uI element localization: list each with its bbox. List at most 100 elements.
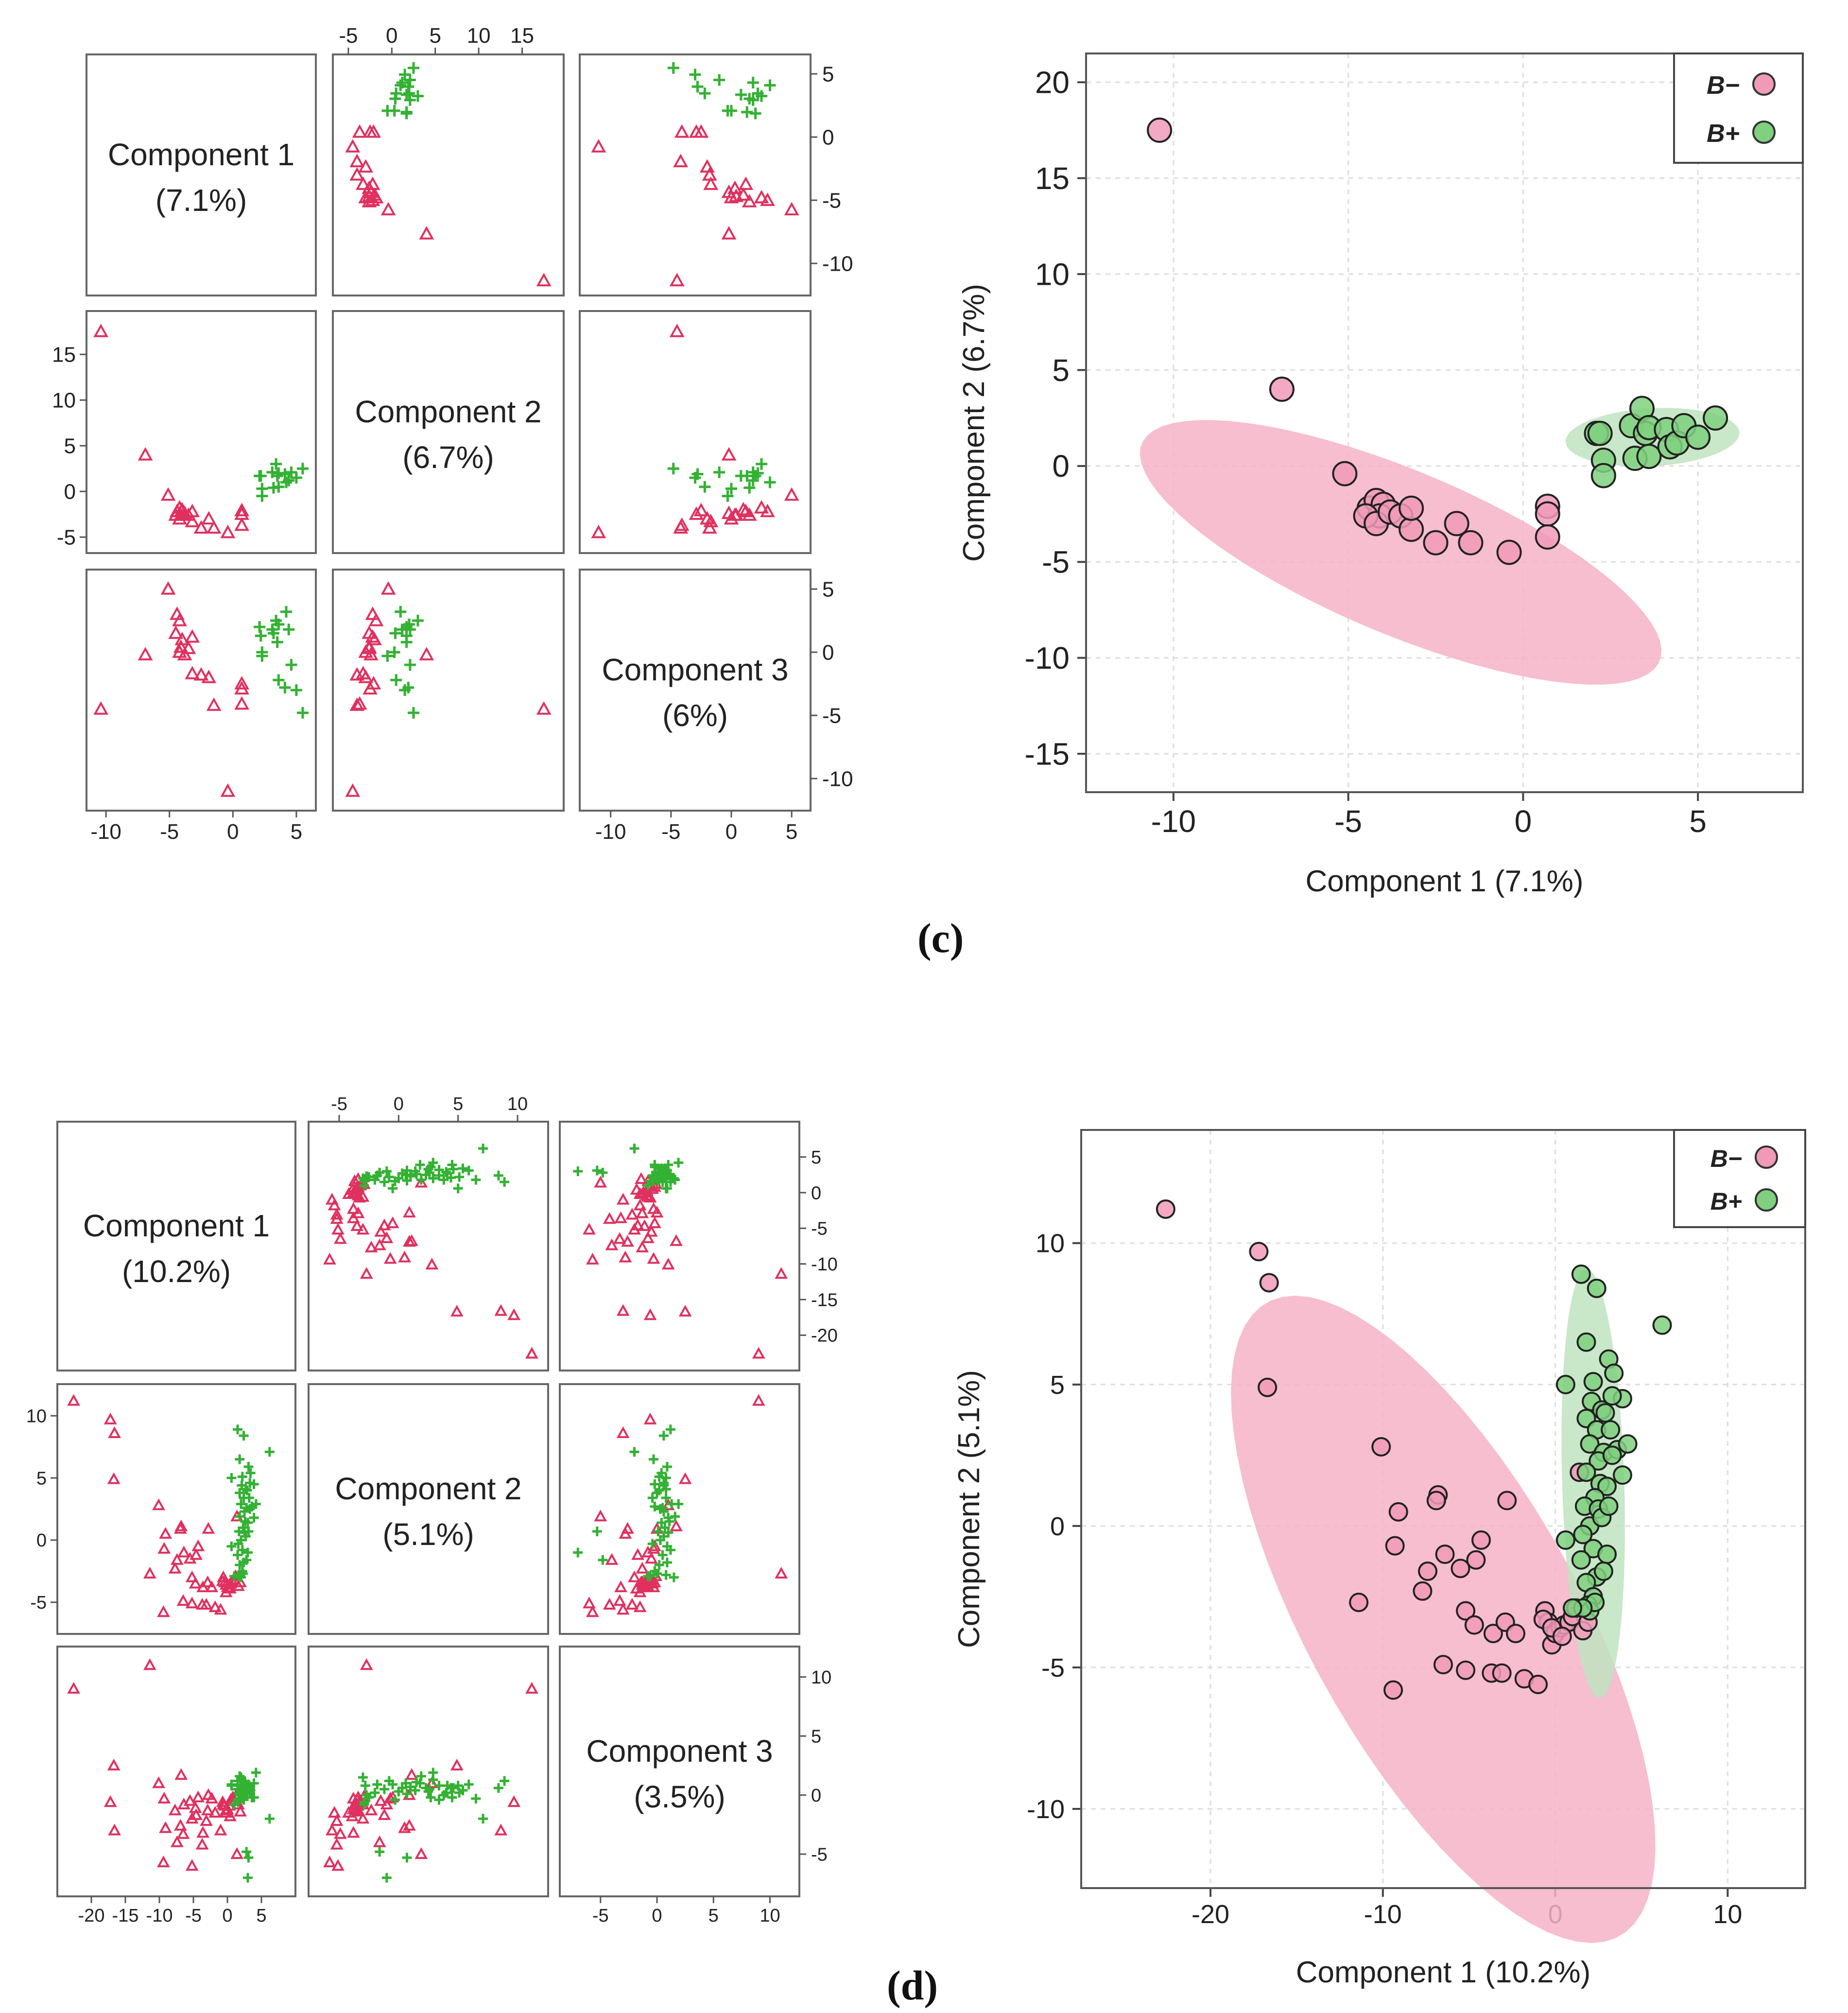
matrix-point-b-minus xyxy=(636,1562,649,1574)
matrix-point-b-minus xyxy=(363,681,378,694)
matrix-point-b-minus xyxy=(752,1347,765,1359)
matrix-point-b-plus xyxy=(471,1793,481,1804)
matrix-point-b-minus xyxy=(234,503,249,517)
matrix-point-b-minus xyxy=(661,1258,675,1270)
tick-label: 5 xyxy=(453,1094,463,1114)
matrix-point-b-minus xyxy=(202,1522,215,1534)
matrix-point-b-plus xyxy=(400,636,413,648)
matrix-point-b-minus xyxy=(352,124,367,138)
data-point-b-minus xyxy=(1388,1502,1408,1522)
matrix-point-b-plus xyxy=(235,1511,245,1522)
matrix-point-b-minus xyxy=(176,1827,190,1839)
matrix-point-b-plus xyxy=(713,466,725,478)
matrix-point-b-minus xyxy=(201,1804,214,1816)
data-point-b-minus xyxy=(1456,1601,1476,1621)
tick-label: 5 xyxy=(429,24,441,48)
matrix-point-b-minus xyxy=(383,1252,397,1264)
matrix-point-b-plus xyxy=(665,1424,675,1435)
matrix-point-b-minus xyxy=(703,176,719,190)
matrix-point-b-plus xyxy=(643,1180,653,1191)
matrix-point-b-minus xyxy=(360,1267,373,1279)
component-label: Component 3 xyxy=(586,1734,773,1769)
matrix-point-b-minus xyxy=(159,1821,172,1833)
data-point-b-plus xyxy=(1593,1562,1613,1581)
matrix-point-b-minus xyxy=(348,1174,362,1186)
matrix-point-b-minus xyxy=(364,1804,378,1816)
matrix-cell xyxy=(308,1383,549,1635)
matrix-point-b-minus xyxy=(365,629,380,643)
matrix-point-b-minus xyxy=(208,1805,222,1818)
tick-label: -20 xyxy=(811,1326,838,1346)
matrix-point-b-minus xyxy=(234,696,249,710)
matrix-point-b-plus xyxy=(235,1488,245,1498)
matrix-point-b-plus xyxy=(283,624,295,636)
matrix-cell xyxy=(332,53,565,296)
matrix-point-b-minus xyxy=(183,1794,197,1806)
matrix-point-b-minus xyxy=(689,506,704,520)
matrix-point-b-minus xyxy=(383,1791,397,1804)
matrix-point-b-minus xyxy=(234,681,249,694)
matrix-point-b-minus xyxy=(330,1814,344,1826)
y-tick-label: 0 xyxy=(1050,1512,1065,1541)
matrix-point-b-minus xyxy=(328,1805,341,1818)
data-point-b-plus xyxy=(1555,1530,1575,1550)
matrix-point-b-plus xyxy=(663,1160,674,1170)
matrix-point-b-minus xyxy=(107,1472,121,1484)
data-point-b-minus xyxy=(1399,495,1424,521)
matrix-point-b-minus xyxy=(736,502,751,516)
tick-label: -10 xyxy=(595,820,626,844)
c-matrix-panel: Component 1 (7.1%) Component 2 (6.7%) Compon… xyxy=(52,24,853,844)
y-tick-label: 20 xyxy=(1035,65,1070,100)
legend-box xyxy=(1673,52,1804,164)
legend: B− B+ xyxy=(1673,52,1804,164)
matrix-point-b-plus xyxy=(233,1539,243,1549)
matrix-point-b-plus xyxy=(428,1173,438,1183)
data-point-b-plus xyxy=(1612,1465,1632,1485)
y-tick-label: 5 xyxy=(1052,353,1070,388)
tick-label: 5 xyxy=(36,1468,47,1489)
matrix-point-b-minus xyxy=(630,1183,643,1195)
matrix-point-b-plus xyxy=(661,1570,671,1580)
matrix-point-b-minus xyxy=(358,669,374,683)
matrix-point-b-plus xyxy=(384,1172,394,1182)
matrix-point-b-minus xyxy=(386,1216,399,1229)
matrix-point-b-minus xyxy=(633,1198,647,1211)
panel-label-c: (c) xyxy=(917,915,964,961)
matrix-point-b-plus xyxy=(399,684,411,696)
matrix-point-b-minus xyxy=(143,1566,156,1579)
matrix-point-b-plus xyxy=(362,1790,372,1800)
matrix-point-b-plus xyxy=(662,1557,672,1567)
matrix-point-b-minus xyxy=(219,1804,233,1816)
data-point-b-minus xyxy=(1418,1562,1438,1581)
tick-label: 0 xyxy=(64,480,76,504)
matrix-point-b-plus xyxy=(255,470,267,482)
data-point-b-plus xyxy=(1555,1374,1575,1394)
tick-label: 15 xyxy=(510,24,534,48)
matrix-point-b-plus xyxy=(389,627,401,639)
matrix-point-b-minus xyxy=(323,1252,336,1265)
matrix-point-b-plus xyxy=(290,684,302,696)
data-point-b-plus xyxy=(1604,1363,1624,1383)
x-axis-title: Component 1 (10.2%) xyxy=(1296,1956,1591,1989)
matrix-point-b-minus xyxy=(721,447,737,461)
data-point-b-minus xyxy=(1399,517,1424,542)
matrix-point-b-minus xyxy=(190,1808,203,1820)
matrix-point-b-plus xyxy=(240,1507,249,1517)
matrix-point-b-minus xyxy=(775,1566,788,1579)
matrix-point-b-minus xyxy=(536,273,552,287)
tick-label: 0 xyxy=(227,820,239,844)
matrix-point-b-minus xyxy=(348,1797,362,1810)
matrix-point-b-minus xyxy=(742,193,757,208)
matrix-cell xyxy=(86,569,317,812)
matrix-point-b-minus xyxy=(185,1597,199,1609)
matrix-point-b-minus xyxy=(373,1835,386,1847)
matrix-point-b-plus xyxy=(271,636,283,648)
data-point-b-minus xyxy=(1156,1199,1175,1219)
matrix-point-b-plus xyxy=(395,606,407,618)
matrix-point-b-plus xyxy=(370,1175,380,1185)
matrix-cell xyxy=(579,53,812,296)
matrix-point-b-plus xyxy=(426,1792,436,1803)
matrix-point-b-minus xyxy=(625,1208,639,1220)
component-variance: (6%) xyxy=(662,698,728,733)
matrix-point-b-plus xyxy=(660,1523,670,1533)
